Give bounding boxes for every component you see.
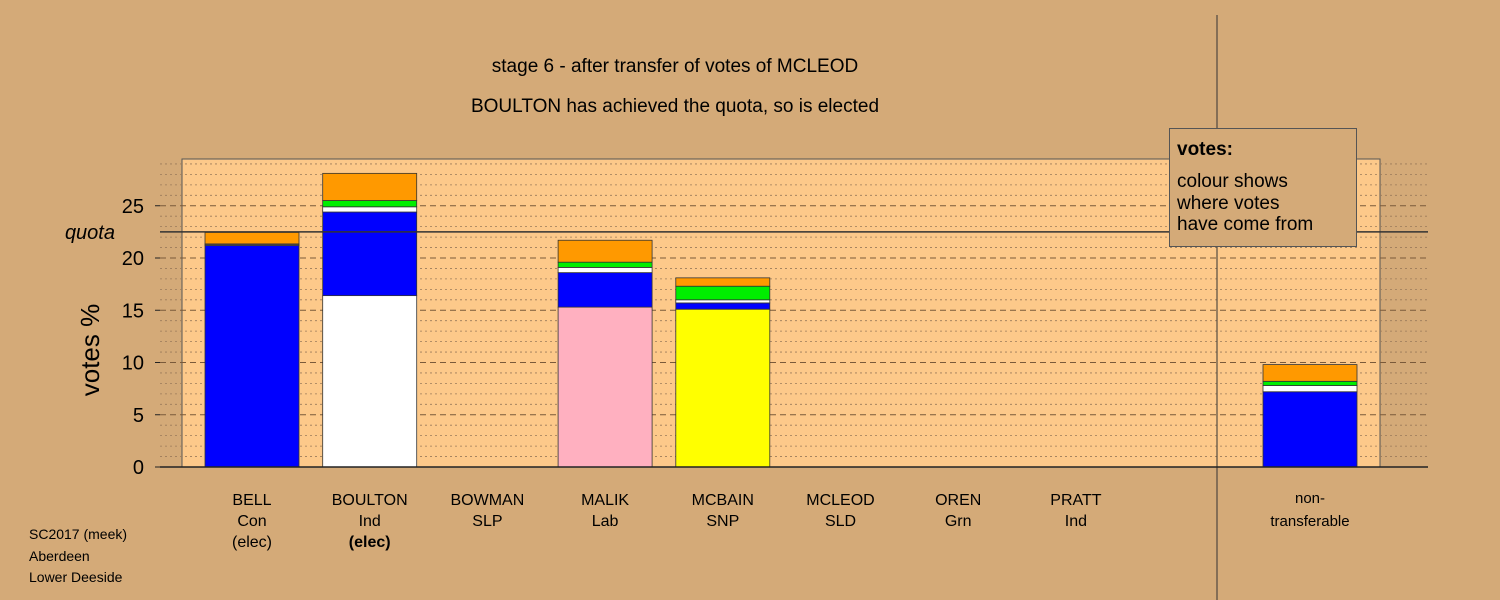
x-axis-labels: BELL Con (elec) BOULTON Ind (elec) BOWMAN SLP MA… bbox=[232, 490, 1350, 551]
y-tick-label: 10 bbox=[122, 353, 144, 375]
chart-title: stage 6 - after transfer of votes of MCL… bbox=[492, 56, 858, 77]
bar-nontransferable-segment-ind bbox=[1262, 385, 1358, 393]
bar-boulton-segment-ind bbox=[322, 295, 418, 468]
y-tick-label: 20 bbox=[122, 248, 144, 270]
candidate-name: OREN bbox=[935, 492, 981, 509]
bar-mcbain-segment-con bbox=[675, 302, 771, 310]
candidate-name: MCLEOD bbox=[806, 492, 874, 509]
bar-boulton-segment-sld bbox=[322, 172, 418, 201]
nontransferable-label: non- bbox=[1295, 490, 1325, 507]
candidate-name: MALIK bbox=[581, 492, 629, 509]
y-tick-label: 25 bbox=[122, 196, 144, 218]
bar-nontransferable-segment-sld bbox=[1262, 364, 1358, 382]
bar-malik-segment-ind bbox=[557, 267, 653, 274]
candidate-party: SLD bbox=[825, 513, 856, 530]
bar-mcbain-segment-grn bbox=[675, 285, 771, 301]
bar-malik-segment-sld bbox=[557, 239, 653, 263]
bar-boulton-segment-grn bbox=[322, 200, 418, 208]
candidate-name: BOWMAN bbox=[451, 492, 525, 509]
footer: SC2017 (meek) Aberdeen Lower Deeside bbox=[29, 524, 127, 589]
candidate-party: SNP bbox=[706, 513, 739, 530]
bar-nontransferable-segment-con bbox=[1262, 391, 1358, 468]
candidate-party: Con bbox=[237, 513, 266, 530]
candidate-party: Ind bbox=[359, 513, 381, 530]
bar-bell-segment-con bbox=[204, 245, 300, 468]
bar-malik-segment-lab bbox=[557, 306, 653, 468]
candidate-party: Grn bbox=[945, 513, 972, 530]
candidate-party: Lab bbox=[592, 513, 619, 530]
y-tick-label: 15 bbox=[122, 300, 144, 322]
candidate-party: Ind bbox=[1065, 513, 1087, 530]
footer-ward: Lower Deeside bbox=[29, 569, 123, 585]
candidate-party: SLP bbox=[472, 513, 502, 530]
quota-label: quota bbox=[65, 222, 115, 244]
chart-subtitle: BOULTON has achieved the quota, so is el… bbox=[471, 96, 879, 117]
bar-mcbain-segment-ind bbox=[675, 299, 771, 304]
bar-boulton-segment-con bbox=[322, 211, 418, 297]
footer-election: SC2017 (meek) bbox=[29, 526, 128, 542]
legend-title: votes: bbox=[1177, 139, 1233, 160]
footer-council: Aberdeen bbox=[29, 547, 90, 564]
bar-malik-segment-grn bbox=[557, 261, 653, 268]
candidate-name: BOULTON bbox=[332, 492, 408, 509]
y-tick-label: 5 bbox=[133, 405, 144, 427]
bar-boulton-segment-ind bbox=[322, 206, 418, 213]
bars bbox=[204, 172, 1358, 468]
bar-nontransferable-segment-grn bbox=[1262, 380, 1358, 386]
legend: votes: colour shows where votes have com… bbox=[1169, 128, 1357, 247]
candidate-name: MCBAIN bbox=[692, 492, 754, 509]
candidate-status: (elec) bbox=[349, 534, 391, 551]
nontransferable-label: transferable bbox=[1270, 513, 1349, 530]
legend-line-1: colour shows bbox=[1177, 171, 1288, 192]
candidate-name: BELL bbox=[232, 492, 271, 509]
legend-line-3: have come from bbox=[1177, 214, 1314, 235]
bar-malik-segment-con bbox=[557, 272, 653, 308]
y-axis-label: votes % bbox=[75, 304, 105, 397]
y-axis: 0 5 10 15 20 25 bbox=[122, 196, 160, 479]
candidate-status: (elec) bbox=[232, 534, 272, 551]
y-tick-label: 0 bbox=[133, 457, 144, 479]
bar-mcbain-segment-sld bbox=[675, 277, 771, 287]
bar-bell-segment-sld bbox=[204, 231, 300, 245]
legend-line-2: where votes bbox=[1177, 193, 1280, 214]
candidate-name: PRATT bbox=[1050, 492, 1101, 509]
bar-mcbain-segment-snp bbox=[675, 308, 771, 468]
